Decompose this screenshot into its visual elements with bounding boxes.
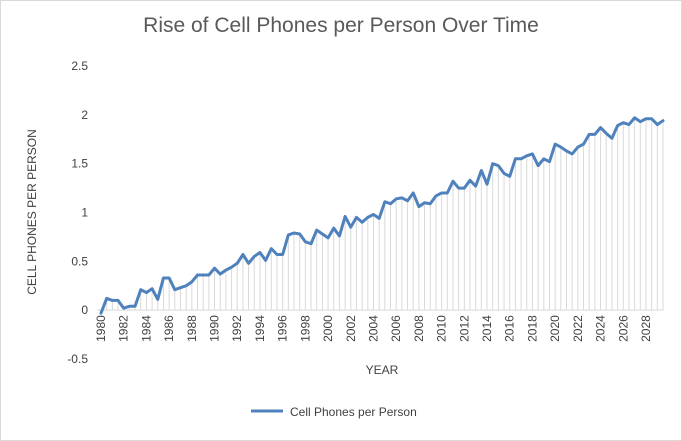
drop-lines bbox=[100, 117, 664, 314]
x-tick-label: 2004 bbox=[366, 315, 380, 342]
x-tick-label: 2006 bbox=[389, 315, 403, 342]
x-tick-label: 2028 bbox=[639, 315, 653, 342]
y-tick-label: 2.5 bbox=[71, 59, 88, 73]
x-tick-label: 1994 bbox=[253, 315, 267, 342]
legend-label: Cell Phones per Person bbox=[290, 405, 417, 419]
y-tick-label: 1.5 bbox=[71, 157, 88, 171]
x-tick-label: 1986 bbox=[162, 315, 176, 342]
x-axis-title: YEAR bbox=[366, 363, 399, 377]
x-tick-label: 1996 bbox=[276, 315, 290, 342]
x-tick-label: 2008 bbox=[412, 315, 426, 342]
x-tick-label: 1988 bbox=[185, 315, 199, 342]
x-axis-ticks: 1980 1982 1984 1986 1988 1990 1992 1994 1996 1998… bbox=[94, 315, 653, 342]
x-tick-label: 2022 bbox=[571, 315, 585, 342]
y-axis-ticks: -0.5 0 0.5 1 1.5 2 2.5 bbox=[67, 59, 88, 366]
x-tick-label: 2014 bbox=[480, 315, 494, 342]
legend: Cell Phones per Person bbox=[251, 405, 417, 419]
x-tick-label: 1980 bbox=[94, 315, 108, 342]
x-tick-label: 1992 bbox=[230, 315, 244, 342]
chart-title: Rise of Cell Phones per Person Over Time bbox=[143, 14, 539, 37]
x-tick-label: 2016 bbox=[503, 315, 517, 342]
x-tick-label: 2020 bbox=[548, 315, 562, 342]
x-tick-label: 2002 bbox=[344, 315, 358, 342]
y-tick-label: 0 bbox=[81, 303, 88, 317]
series-line-cell-phones bbox=[99, 116, 665, 315]
x-tick-label: 1982 bbox=[117, 315, 131, 342]
x-tick-label: 2024 bbox=[594, 315, 608, 342]
y-tick-label: -0.5 bbox=[67, 352, 88, 366]
y-axis-title: CELL PHONES PER PERSON bbox=[25, 129, 39, 295]
y-tick-label: 2 bbox=[81, 108, 88, 122]
x-tick-label: 2010 bbox=[435, 315, 449, 342]
y-tick-label: 0.5 bbox=[71, 254, 88, 268]
x-tick-label: 2026 bbox=[616, 315, 630, 342]
x-tick-label: 2012 bbox=[457, 315, 471, 342]
x-tick-label: 1990 bbox=[208, 315, 222, 342]
x-tick-label: 1984 bbox=[139, 315, 153, 342]
x-tick-label: 2000 bbox=[321, 315, 335, 342]
y-tick-label: 1 bbox=[81, 206, 88, 220]
x-tick-label: 1998 bbox=[298, 315, 312, 342]
x-tick-label: 2018 bbox=[525, 315, 539, 342]
